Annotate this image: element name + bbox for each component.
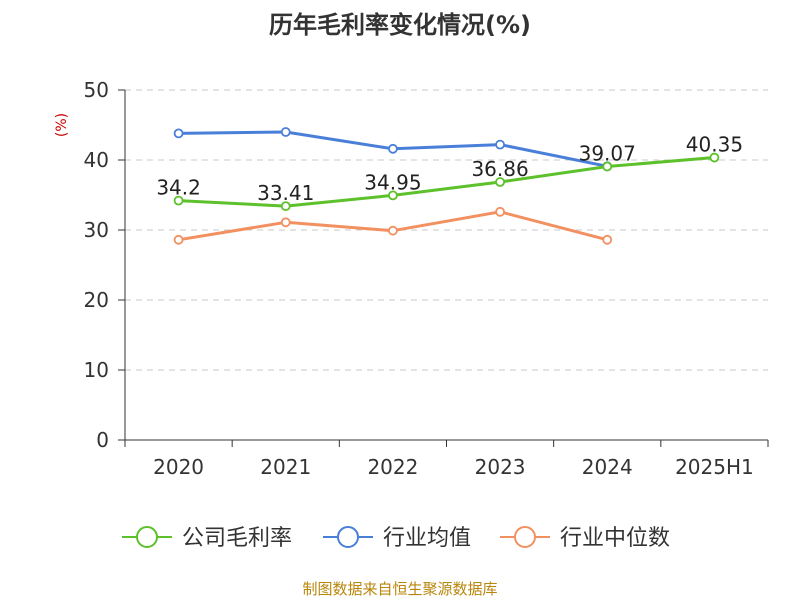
x-tick-label: 2022: [367, 455, 418, 479]
legend-label: 行业均值: [383, 526, 471, 551]
legend-label: 公司毛利率: [182, 526, 292, 551]
data-label: 40.35: [686, 133, 743, 157]
data-label: 39.07: [579, 142, 636, 166]
y-tick-label: 50: [84, 78, 109, 102]
data-point[interactable]: [280, 127, 291, 137]
x-tick-label: 2020: [153, 455, 204, 479]
data-point[interactable]: [173, 128, 184, 139]
series-line: [178, 156, 715, 208]
y-tick-labels: 0 10 20 30 40 50: [84, 78, 109, 452]
data-point[interactable]: [602, 161, 613, 172]
x-tick-label: 2021: [260, 455, 311, 479]
data-labels: 34.2 33.41 34.95 36.86 39.07 40.35: [156, 133, 743, 206]
x-tick-label: 2024: [582, 455, 633, 479]
data-point[interactable]: [495, 206, 505, 217]
x-tick-labels: 2020 2021 2022 2023 2024 2025H1: [153, 455, 754, 479]
chart-title: 历年毛利率变化情况(%): [269, 11, 531, 39]
data-point[interactable]: [388, 225, 398, 236]
y-tick-label: 30: [84, 218, 109, 242]
y-axis-unit: (%): [54, 113, 70, 137]
data-label: 36.86: [471, 157, 528, 181]
x-tick-label: 2025H1: [675, 455, 754, 479]
legend-label: 行业中位数: [560, 526, 670, 551]
data-point[interactable]: [709, 152, 720, 163]
y-tick-label: 40: [84, 148, 109, 172]
legend-marker-icon: [337, 526, 359, 548]
data-point[interactable]: [602, 234, 613, 245]
series-lines: [173, 127, 720, 245]
data-point[interactable]: [495, 139, 505, 150]
grid-lines: [125, 89, 768, 371]
legend-item[interactable]: 行业均值: [323, 526, 471, 551]
y-tick-label: 10: [84, 358, 109, 382]
data-point[interactable]: [495, 177, 505, 187]
legend-marker-icon: [136, 526, 158, 548]
data-label: 34.2: [156, 176, 201, 200]
legend-marker-icon: [514, 526, 536, 548]
y-tick-label: 20: [84, 288, 109, 312]
legend-item[interactable]: 行业中位数: [500, 526, 670, 551]
data-label: 34.95: [364, 170, 421, 194]
data-point[interactable]: [173, 234, 184, 245]
data-point[interactable]: [280, 201, 291, 212]
y-tick-label: 0: [96, 428, 109, 452]
axes: [118, 89, 769, 447]
x-tick-label: 2023: [475, 455, 526, 479]
legend[interactable]: 公司毛利率 行业均值 行业中位数: [122, 526, 670, 551]
data-point[interactable]: [280, 217, 291, 228]
source-note: 制图数据来自恒生聚源数据库: [302, 580, 497, 598]
legend-item[interactable]: 公司毛利率: [122, 526, 292, 551]
data-point[interactable]: [388, 143, 398, 154]
data-point[interactable]: [173, 195, 184, 206]
data-label: 33.41: [257, 181, 314, 205]
data-point[interactable]: [388, 190, 398, 201]
